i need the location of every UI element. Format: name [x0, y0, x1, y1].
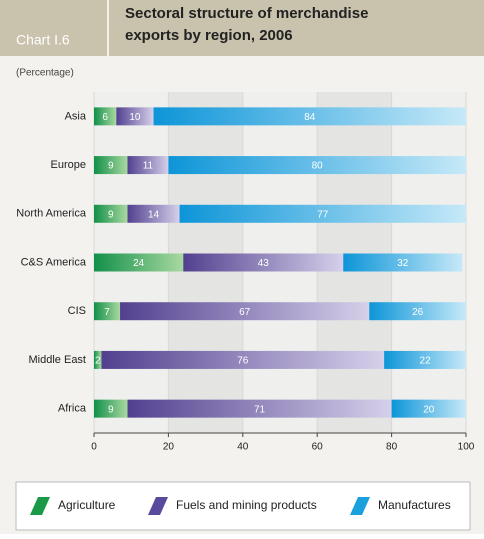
data-label: 2 — [95, 356, 101, 367]
x-tick-label: 60 — [312, 442, 324, 453]
x-tick-label: 80 — [386, 442, 398, 453]
y-tick-label: North America — [16, 208, 87, 220]
data-label: 20 — [423, 404, 435, 415]
legend-swatch — [350, 497, 370, 515]
data-label: 9 — [108, 209, 114, 220]
data-label: 22 — [420, 356, 432, 367]
bar-segment — [127, 399, 392, 418]
legend-swatch — [148, 497, 168, 515]
bar-segment — [179, 204, 466, 223]
chart-title: Sectoral structure of merchandise — [125, 5, 368, 22]
data-label: 76 — [237, 356, 249, 367]
bar-segment — [94, 350, 102, 369]
bar-segment — [120, 302, 370, 321]
bar-segment — [391, 399, 466, 418]
y-tick-label: CIS — [68, 305, 86, 317]
legend-label: Agriculture — [58, 498, 116, 512]
bar-segment — [101, 350, 385, 369]
data-label: 11 — [143, 161, 154, 172]
y-tick-label: Asia — [65, 110, 87, 122]
chart-title: exports by region, 2006 — [125, 27, 293, 44]
x-tick-label: 0 — [91, 442, 97, 453]
bar-segment — [94, 399, 128, 418]
data-label: 67 — [239, 307, 251, 318]
data-label: 6 — [102, 112, 108, 123]
data-label: 71 — [254, 404, 266, 415]
x-tick-label: 100 — [458, 442, 475, 453]
legend-label: Fuels and mining products — [176, 498, 317, 512]
bar-segment — [168, 156, 466, 175]
bar-segment — [343, 253, 463, 272]
bar-segment — [127, 204, 180, 223]
data-label: 77 — [317, 209, 329, 220]
legend — [15, 481, 471, 531]
bar-segment — [116, 107, 154, 126]
data-label: 14 — [148, 209, 160, 220]
data-label: 80 — [312, 161, 324, 172]
bar-segment — [94, 204, 128, 223]
bar-segment — [94, 107, 117, 126]
data-label: 84 — [304, 112, 316, 123]
y-tick-label: C&S America — [21, 256, 87, 268]
bar-segment — [384, 350, 466, 369]
data-label: 24 — [133, 258, 145, 269]
bar-segment — [94, 253, 184, 272]
data-label: 9 — [108, 404, 114, 415]
bar-segment — [94, 156, 128, 175]
data-label: 43 — [258, 258, 270, 269]
data-label: 26 — [412, 307, 424, 318]
data-label: 10 — [129, 112, 141, 123]
data-label: 9 — [108, 161, 114, 172]
legend-swatch — [30, 497, 50, 515]
subtitle: (Percentage) — [16, 68, 74, 79]
bar-segment — [183, 253, 344, 272]
x-tick-label: 20 — [163, 442, 175, 453]
bar-segment — [369, 302, 466, 321]
header — [0, 0, 484, 56]
x-tick-label: 40 — [237, 442, 249, 453]
y-tick-label: Europe — [51, 159, 86, 171]
y-tick-label: Middle East — [29, 354, 86, 366]
bar-segment — [127, 156, 169, 175]
legend-label: Manufactures — [378, 498, 451, 512]
bar-segment — [153, 107, 466, 126]
data-label: 7 — [104, 307, 110, 318]
bar-segment — [94, 302, 121, 321]
data-label: 32 — [397, 258, 409, 269]
chart-label: Chart I.6 — [16, 32, 70, 48]
y-tick-label: Africa — [58, 403, 87, 415]
